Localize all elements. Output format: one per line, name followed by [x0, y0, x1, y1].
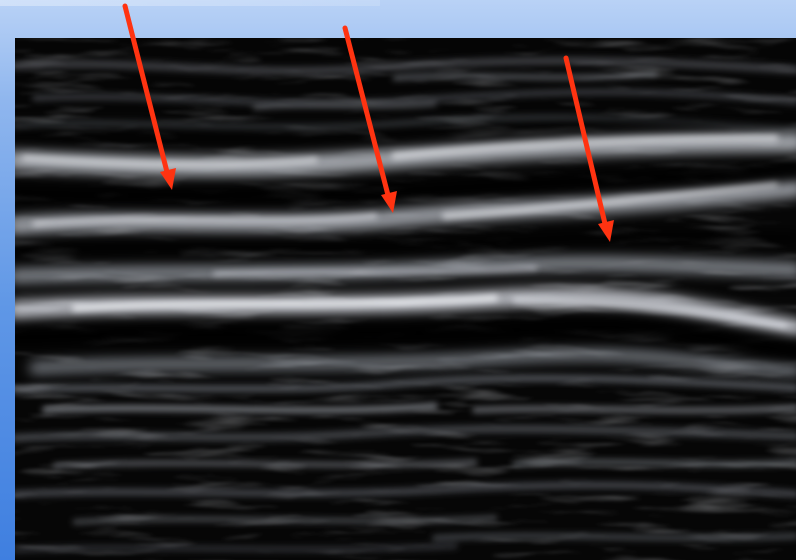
ultrasound-image: [15, 38, 796, 560]
ultrasound-texture: [15, 38, 796, 560]
slide-header-sheen: [0, 0, 380, 6]
